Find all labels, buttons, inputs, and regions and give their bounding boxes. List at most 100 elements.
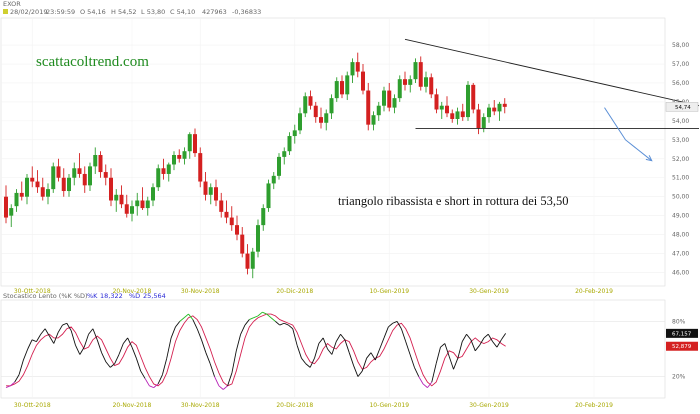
stoch-k-segment (353, 365, 359, 377)
stoch-k-segment (296, 345, 302, 359)
candle-body (366, 90, 371, 125)
stoch-tick-label: 20% (672, 374, 686, 381)
stoch-k-value: 18,322 (100, 292, 123, 300)
candle-body (345, 75, 350, 95)
candle-body (156, 168, 161, 188)
stoch-k-segment (487, 334, 494, 342)
date-label-top: 30-Nov-2018 (181, 288, 220, 295)
candle-body (418, 62, 423, 87)
stoch-k-segment (492, 341, 498, 348)
candle-body (277, 156, 281, 176)
header-change: -0,36833 (232, 8, 261, 16)
date-label-bottom: 30-Nov-2018 (181, 402, 220, 409)
stoch-k-segment (122, 337, 129, 344)
candle-body (114, 194, 119, 201)
header-high: H 54,52 (111, 8, 137, 16)
header-volume: 427963 (202, 8, 227, 16)
stoch-k-segment (96, 339, 103, 353)
candle-body (476, 109, 481, 129)
header-low: L 53,80 (141, 8, 165, 16)
stoch-d-label: %D (129, 292, 140, 300)
stoch-k-segment (314, 343, 320, 359)
stoch-k-segment (10, 381, 15, 387)
stoch-k-segment (118, 343, 124, 355)
candle-body (82, 173, 87, 186)
candle-body (445, 105, 449, 114)
candle-body (235, 225, 239, 235)
date-label-top: 20-Dic-2018 (276, 288, 313, 295)
candle-body (256, 225, 260, 252)
candle-body (208, 187, 213, 195)
stoch-k-segment (305, 363, 311, 368)
candle-body (271, 175, 276, 184)
candle-body (203, 181, 208, 195)
candle-body (303, 96, 308, 114)
candle-body (109, 177, 113, 201)
candle-body (382, 90, 386, 106)
candle-body (266, 183, 271, 209)
candle-body (403, 79, 407, 85)
symbol-label: EXOR (3, 0, 21, 8)
date-label-bottom: 20-Nov-2018 (113, 402, 152, 409)
candle-body (439, 105, 444, 110)
stoch-k-segment (440, 343, 446, 348)
candle-body (429, 77, 434, 95)
candle-body (292, 130, 297, 137)
date-label-bottom: 30-Gen-2019 (469, 402, 509, 409)
date-label-top: 10-Gen-2019 (369, 288, 409, 295)
candle-body (161, 168, 166, 174)
candle-body (361, 71, 365, 91)
stoch-k-segment (253, 315, 259, 319)
candle-body (261, 208, 266, 226)
stoch-k-segment (418, 376, 424, 385)
stoch-k-segment (322, 337, 328, 350)
stoch-k-segment (240, 324, 246, 335)
stoch-k-segment (179, 317, 185, 322)
price-panel-frame (0, 17, 666, 287)
candle-body (130, 206, 134, 214)
stoch-k-segment (257, 311, 263, 317)
stoch-k-segment (405, 341, 411, 355)
candle-body (466, 84, 470, 118)
stoch-k-segment (318, 337, 324, 344)
candle-body (355, 62, 360, 72)
stoch-k-segment (144, 378, 150, 387)
stoch-k-segment (461, 334, 467, 342)
stoch-k-segment (22, 348, 29, 361)
stoch-k-segment (235, 334, 242, 351)
stoch-k-segment (288, 324, 294, 330)
candle-body (182, 151, 187, 159)
candle-body (397, 79, 402, 99)
candle-body (376, 105, 381, 116)
candle-body (471, 84, 476, 110)
candle-body (56, 166, 61, 178)
candle-body (340, 81, 344, 95)
stoch-k-segment (301, 357, 307, 364)
header-close: C 54,10 (170, 8, 195, 16)
ohlc-header: 28/02/2019 23:59:59 O 54,16 H 54,52 L 53… (3, 8, 261, 16)
candle-body (408, 79, 413, 85)
candle-body (392, 98, 397, 108)
stoch-d-last: 52,879 (672, 344, 692, 350)
stoch-k-segment (327, 348, 333, 355)
stoch-k-segment (222, 385, 228, 390)
candle-body (282, 151, 287, 157)
stoch-k-segment (44, 328, 50, 337)
candle-body (219, 200, 224, 212)
price-tick-label: 46,00 (672, 270, 689, 277)
stoch-header: Stocastico Lento (%K %D) %K 18,322 %D 25… (3, 292, 166, 300)
candle-body (25, 177, 29, 197)
stoch-k-segment (357, 370, 363, 377)
price-tick-label: 50,00 (672, 194, 689, 201)
stoch-k-segment (344, 339, 350, 353)
stoch-k-segment (414, 367, 420, 377)
price-grid (1, 18, 665, 286)
candle-body (229, 217, 234, 226)
stoch-k-segment (83, 334, 89, 348)
date-label-top: 30-Ott-2018 (14, 288, 51, 295)
candle-body (46, 189, 50, 197)
stoch-k-segment (149, 385, 154, 389)
candle-body (492, 107, 497, 112)
stoch-k-segment (127, 337, 133, 348)
stoch-k-segment (383, 326, 389, 339)
